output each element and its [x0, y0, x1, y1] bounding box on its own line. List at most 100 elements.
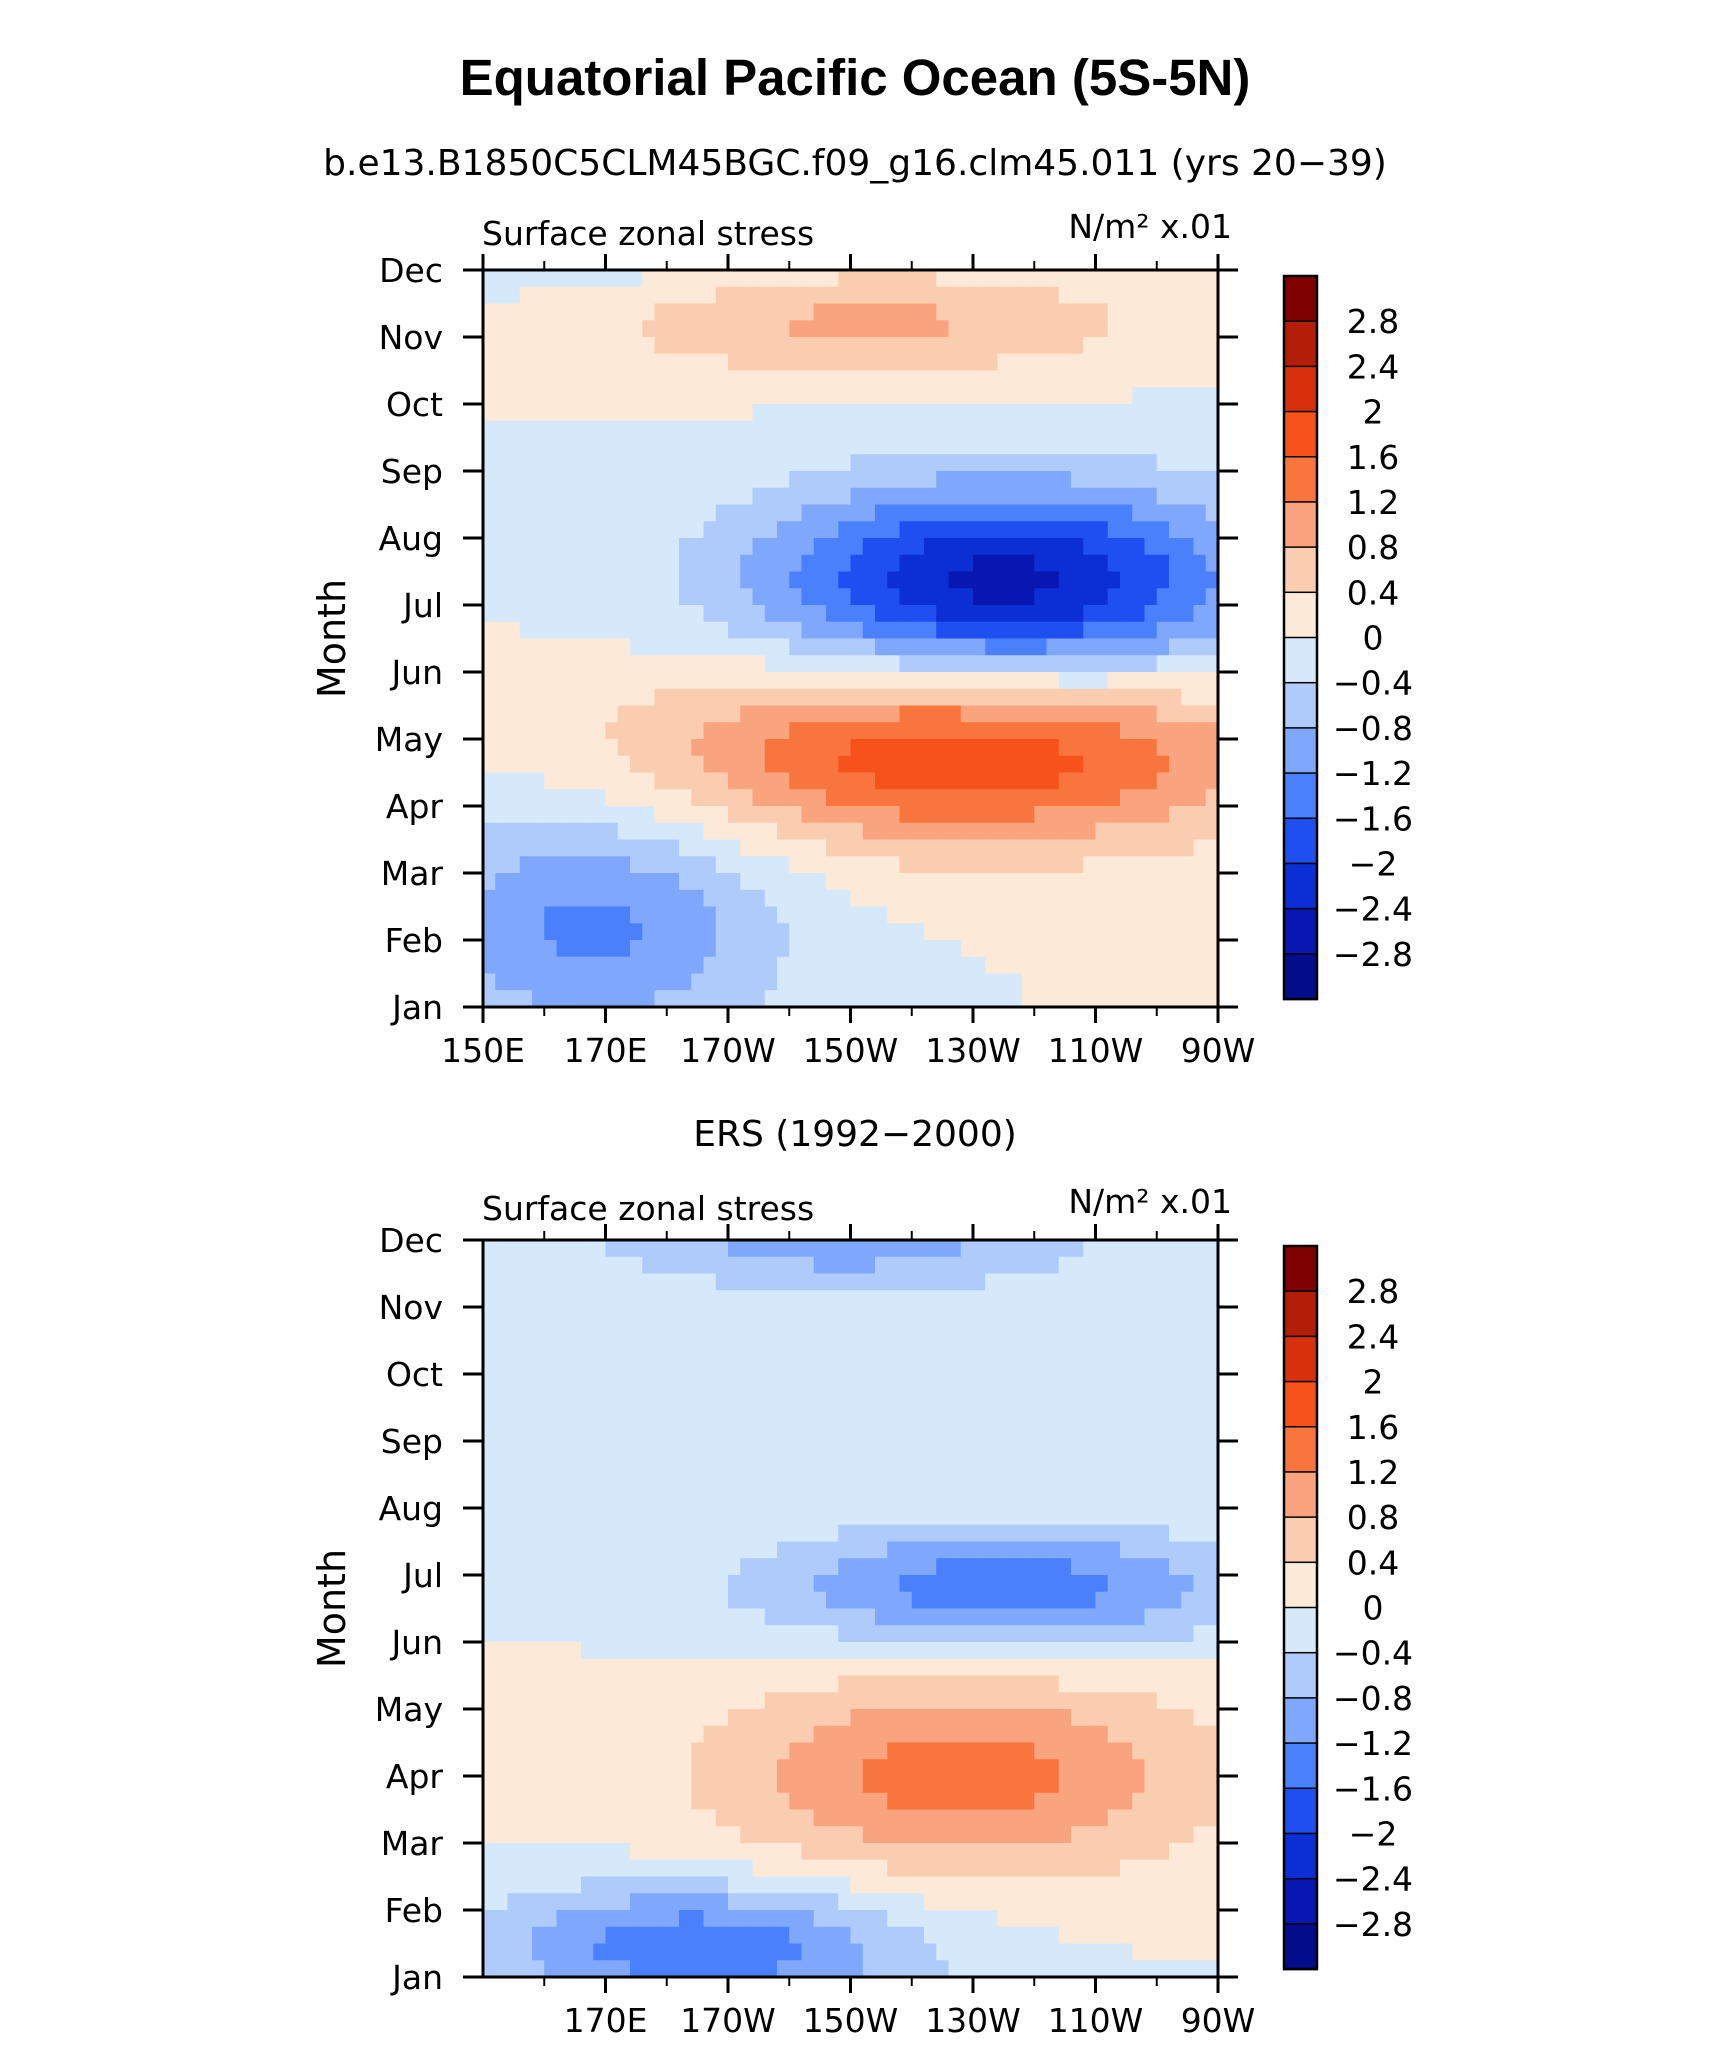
contour-cell — [875, 822, 888, 841]
contour-cell — [1120, 1541, 1133, 1559]
contour-cell — [1193, 1290, 1207, 1308]
contour-cell — [1022, 1323, 1035, 1342]
contour-cell — [801, 1692, 815, 1710]
contour-cell — [752, 1742, 766, 1760]
contour-cell — [507, 906, 521, 924]
contour-cell — [1107, 1407, 1121, 1425]
contour-cell — [568, 1374, 582, 1392]
contour-cell — [556, 1357, 570, 1375]
contour-cell — [911, 320, 925, 338]
contour-cell — [887, 420, 901, 439]
contour-cell — [605, 387, 619, 405]
contour-cell — [1009, 437, 1023, 455]
contour-cell — [1193, 1240, 1207, 1258]
contour-cell — [1144, 487, 1158, 506]
contour-cell — [593, 923, 607, 941]
contour-cell — [1095, 1826, 1109, 1844]
contour-cell — [581, 1457, 594, 1476]
contour-cell — [838, 387, 852, 405]
contour-cell — [495, 554, 509, 573]
contour-cell — [728, 1792, 741, 1811]
contour-cell — [960, 420, 974, 439]
contour-cell — [703, 487, 717, 506]
colorbar-swatch — [1283, 953, 1318, 1001]
contour-cell — [813, 1323, 827, 1342]
contour-cell — [519, 504, 533, 522]
contour-cell — [1107, 873, 1121, 891]
contour-cell — [789, 990, 803, 1008]
contour-cell — [1181, 588, 1195, 606]
contour-cell — [483, 789, 496, 807]
contour-cell — [1107, 1575, 1121, 1593]
contour-cell — [666, 404, 680, 422]
contour-cell — [728, 487, 741, 506]
contour-cell — [593, 688, 607, 707]
contour-cell — [777, 1273, 790, 1291]
contour-cell — [642, 1508, 656, 1526]
contour-cell — [691, 1273, 705, 1291]
contour-cell — [1071, 1658, 1084, 1677]
contour-cell — [1107, 1290, 1121, 1308]
contour-cell — [850, 1357, 864, 1375]
contour-cell — [495, 1407, 509, 1425]
contour-cell — [605, 1675, 619, 1693]
contour-cell — [789, 387, 803, 405]
contour-cell — [630, 772, 643, 790]
contour-cell — [703, 722, 717, 740]
contour-cell — [973, 1390, 986, 1409]
contour-cell — [495, 1591, 509, 1610]
contour-cell — [936, 1709, 950, 1727]
contour-cell — [1058, 672, 1072, 690]
contour-cell — [826, 286, 839, 305]
contour-cell — [862, 806, 876, 824]
contour-cell — [483, 722, 496, 740]
contour-cell — [936, 1508, 950, 1526]
contour-cell — [1144, 1792, 1158, 1811]
contour-cell — [997, 1390, 1011, 1409]
contour-cell — [899, 353, 913, 372]
contour-cell — [703, 1491, 717, 1509]
contour-cell — [1120, 1591, 1133, 1610]
contour-cell — [1132, 504, 1146, 522]
contour-cell — [630, 387, 643, 405]
contour-cell — [715, 404, 729, 422]
contour-cell — [1193, 1457, 1207, 1476]
contour-cell — [507, 940, 521, 958]
contour-cell — [679, 1290, 692, 1308]
contour-cell — [617, 1541, 631, 1559]
contour-cell — [911, 873, 925, 891]
contour-cell — [1132, 571, 1146, 589]
contour-cell — [1144, 1742, 1158, 1760]
contour-cell — [997, 1491, 1011, 1509]
contour-cell — [850, 1725, 864, 1744]
contour-cell — [703, 538, 717, 556]
contour-cell — [519, 1273, 533, 1291]
contour-cell — [1058, 504, 1072, 522]
contour-cell — [1058, 1675, 1072, 1693]
contour-cell — [1046, 789, 1060, 807]
contour-cell — [728, 1625, 741, 1643]
contour-cell — [1193, 337, 1207, 355]
contour-cell — [544, 1591, 558, 1610]
contour-cell — [1095, 1558, 1109, 1576]
contour-cell — [1144, 705, 1158, 723]
contour-cell — [1095, 404, 1109, 422]
contour-cell — [581, 1558, 594, 1576]
contour-cell — [507, 320, 521, 338]
contour-cell — [679, 1441, 692, 1459]
contour-cell — [789, 1256, 803, 1275]
contour-cell — [911, 923, 925, 941]
contour-cell — [936, 286, 950, 305]
contour-cell — [1144, 621, 1158, 640]
contour-cell — [1046, 889, 1060, 908]
contour-cell — [911, 990, 925, 1008]
contour-cell — [789, 1558, 803, 1576]
contour-cell — [691, 1441, 705, 1459]
contour-cell — [1107, 990, 1121, 1008]
contour-cell — [654, 1742, 668, 1760]
contour-cell — [1009, 1759, 1023, 1777]
contour-cell — [507, 538, 521, 556]
contour-cell — [1193, 270, 1207, 288]
contour-cell — [936, 672, 950, 690]
contour-cell — [483, 454, 496, 472]
